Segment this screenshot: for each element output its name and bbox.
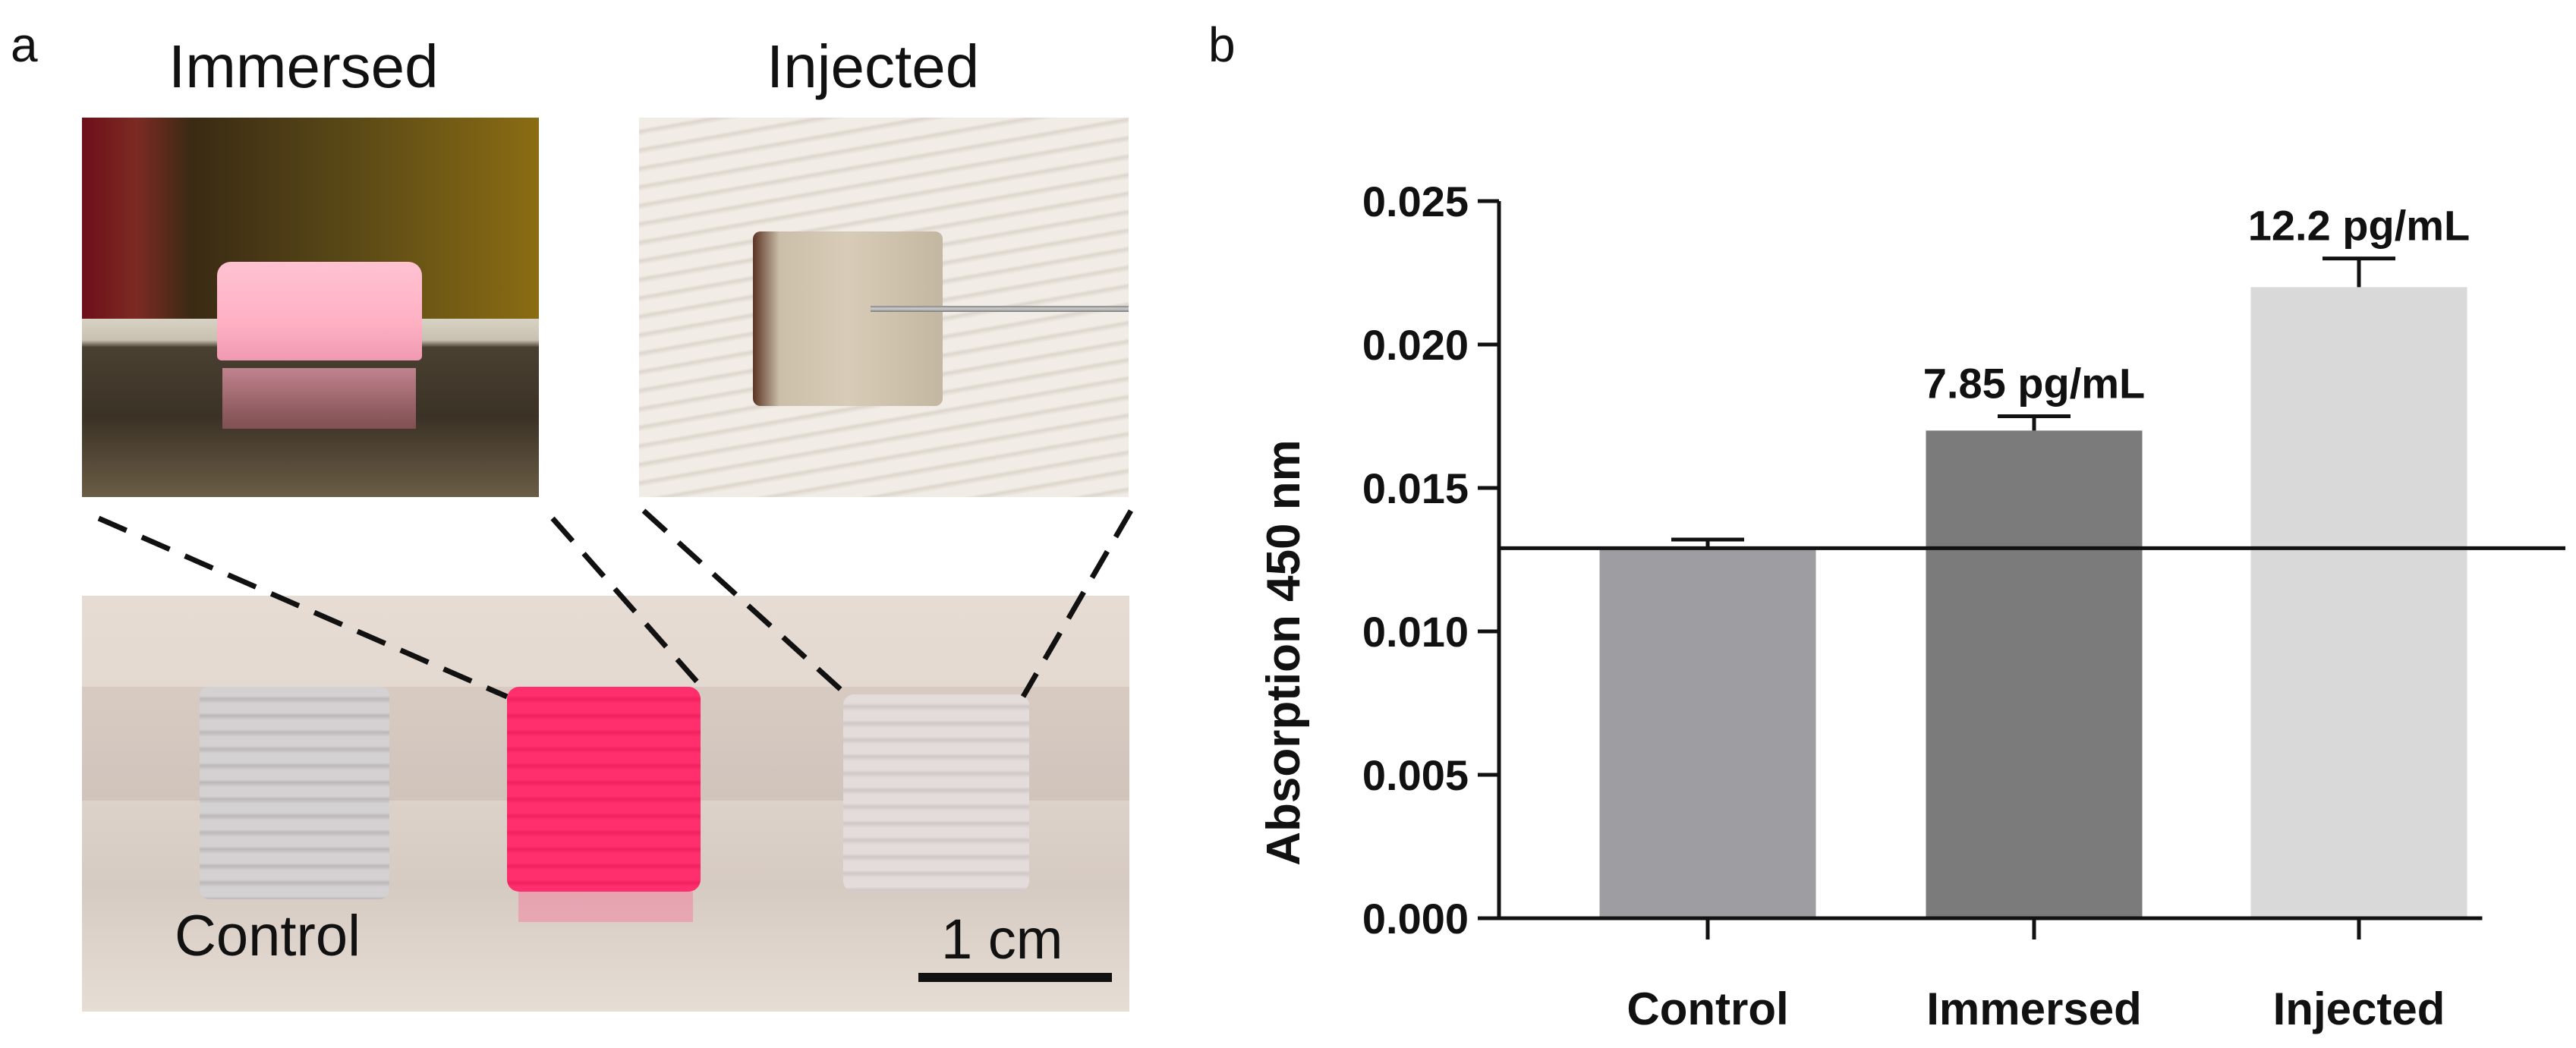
injected-scaffold bbox=[753, 231, 943, 406]
data-label-immersed: 7.85 pg/mL bbox=[1923, 360, 2146, 408]
zoom-lines bbox=[97, 508, 1134, 700]
y-axis-label: Absorption 450 nm bbox=[1258, 439, 1310, 866]
y-tick-label: 0.025 bbox=[1362, 178, 1469, 225]
control-scaffold bbox=[200, 687, 389, 899]
bar-injected bbox=[2250, 287, 2467, 918]
x-category-label: Injected bbox=[2273, 983, 2445, 1034]
x-category-label: Control bbox=[1627, 983, 1788, 1034]
scale-bar-label: 1 cm bbox=[941, 908, 1063, 971]
immersed-scaffold bbox=[217, 262, 422, 360]
y-tick-label: 0.020 bbox=[1362, 321, 1469, 369]
y-tick-label: 0.005 bbox=[1362, 751, 1469, 799]
injected-inset-photo bbox=[639, 118, 1129, 497]
bar-chart: Absorption 450 nm 0.000 0.005 0.010 0.015 0.… bbox=[1258, 178, 2565, 1034]
scale-bar bbox=[918, 973, 1112, 982]
bar-immersed bbox=[1926, 430, 2143, 918]
injection-needle bbox=[871, 306, 1129, 312]
panel-a-letter: a bbox=[11, 17, 38, 72]
scaffold-comparison-photo: Control 1 cm bbox=[82, 596, 1129, 1012]
immersed-scaffold-pink bbox=[507, 687, 701, 892]
injected-scaffold-clear bbox=[843, 694, 1029, 892]
y-tick-label: 0.000 bbox=[1362, 895, 1469, 943]
panel-b-letter: b bbox=[1208, 17, 1236, 72]
zoom-line-immersed-left bbox=[97, 515, 509, 700]
y-tick-label: 0.015 bbox=[1362, 464, 1469, 512]
control-label: Control bbox=[175, 904, 361, 968]
y-tick-label: 0.010 bbox=[1362, 608, 1469, 656]
zoom-line-injected-right bbox=[1020, 509, 1134, 698]
injected-photo-title: Injected bbox=[767, 33, 980, 100]
zoom-line-injected-left bbox=[641, 508, 851, 699]
data-label-injected: 12.2 pg/mL bbox=[2248, 202, 2471, 250]
immersed-inset-photo bbox=[82, 118, 539, 497]
zoom-line-immersed-right bbox=[550, 516, 699, 684]
bar-control bbox=[1599, 548, 1816, 918]
x-category-label: Immersed bbox=[1926, 983, 2141, 1034]
immersed-photo-title: Immersed bbox=[168, 33, 439, 100]
